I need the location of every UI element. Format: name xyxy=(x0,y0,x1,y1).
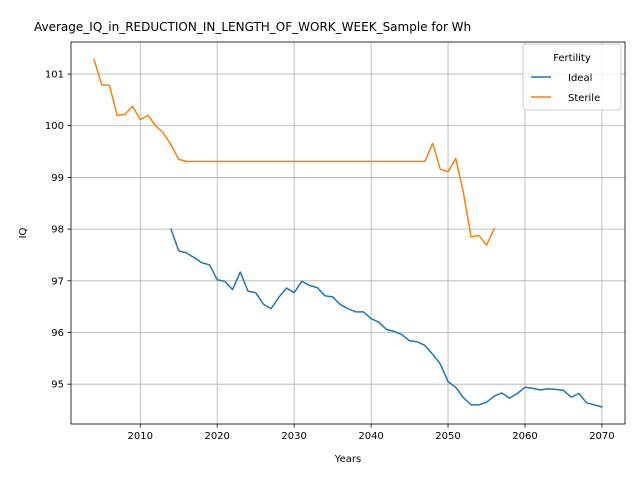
grid xyxy=(71,42,625,424)
series-lines xyxy=(93,58,603,408)
series-line-sterile xyxy=(93,58,496,246)
y-tick-label: 96 xyxy=(51,328,64,339)
x-tick-label: 2050 xyxy=(435,431,460,442)
y-tick-label: 101 xyxy=(45,70,64,81)
x-tick-label: 2010 xyxy=(128,431,153,442)
x-tick-label: 2070 xyxy=(589,431,614,442)
x-tick-label: 2060 xyxy=(512,431,537,442)
series-line-ideal xyxy=(170,228,603,408)
legend-label-sterile: Sterile xyxy=(568,93,600,104)
y-tick-label: 98 xyxy=(51,225,64,236)
y-tick-label: 99 xyxy=(51,173,64,184)
y-axis-label: IQ xyxy=(18,227,29,238)
y-tick-label: 100 xyxy=(45,121,64,132)
legend-frame xyxy=(522,43,622,111)
x-axis-label: Years xyxy=(334,454,361,465)
x-tick-label: 2040 xyxy=(358,431,383,442)
chart-title: Average_IQ_in_REDUCTION_IN_LENGTH_OF_WOR… xyxy=(34,20,471,34)
legend: Fertility Ideal Sterile xyxy=(522,43,622,111)
y-tick-label: 95 xyxy=(51,380,64,391)
plot-frame xyxy=(70,41,626,425)
axis-ticks: 2010 2020 2030 2040 2050 2060 2070 95 96 97 98 99 10… xyxy=(45,70,615,442)
legend-title: Fertility xyxy=(553,53,591,64)
legend-label-ideal: Ideal xyxy=(568,73,592,84)
x-tick-label: 2030 xyxy=(281,431,306,442)
x-tick-label: 2020 xyxy=(204,431,229,442)
y-tick-label: 97 xyxy=(51,276,64,287)
